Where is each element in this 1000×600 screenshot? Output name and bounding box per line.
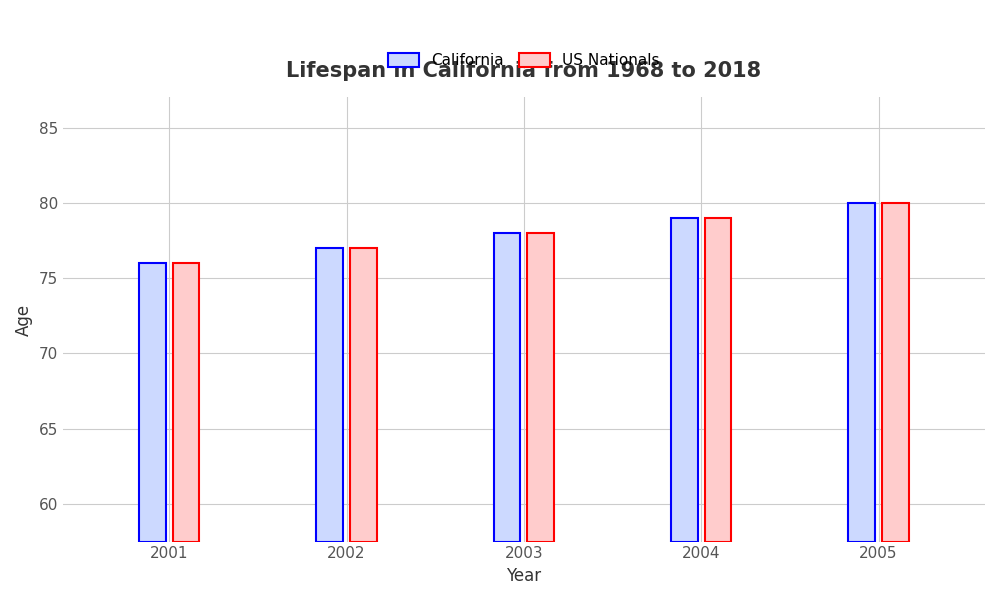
- X-axis label: Year: Year: [506, 567, 541, 585]
- Bar: [527, 233, 554, 542]
- Bar: [350, 248, 377, 542]
- Y-axis label: Age: Age: [15, 304, 33, 335]
- Bar: [882, 203, 909, 542]
- Bar: [494, 233, 520, 542]
- Bar: [705, 218, 731, 542]
- Legend: California, US Nationals: California, US Nationals: [382, 47, 665, 74]
- Title: Lifespan in California from 1968 to 2018: Lifespan in California from 1968 to 2018: [286, 61, 761, 80]
- Bar: [139, 263, 166, 542]
- Bar: [671, 218, 698, 542]
- Bar: [173, 263, 199, 542]
- Bar: [848, 203, 875, 542]
- Bar: [316, 248, 343, 542]
